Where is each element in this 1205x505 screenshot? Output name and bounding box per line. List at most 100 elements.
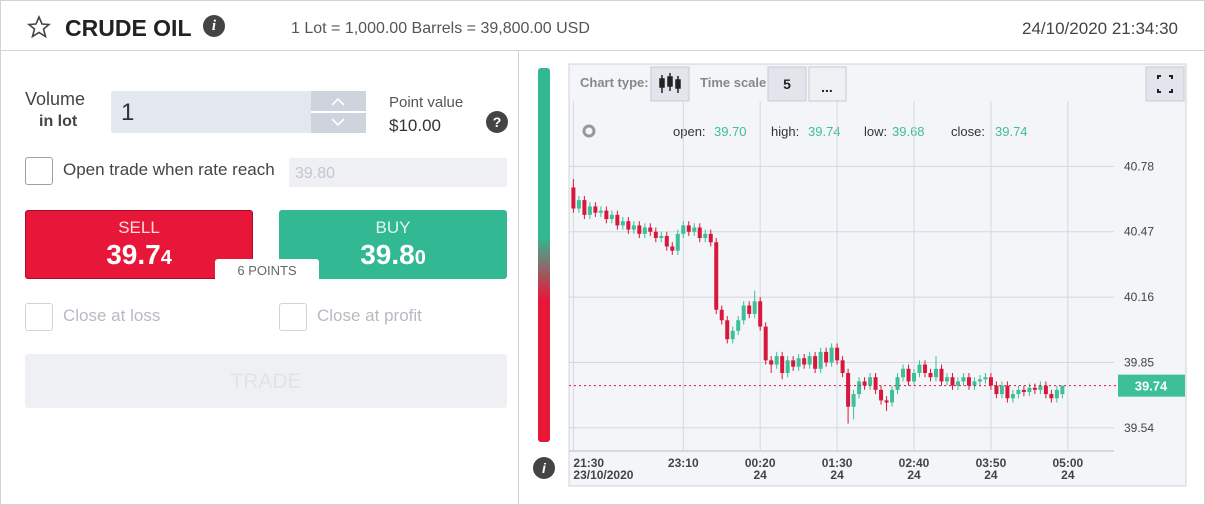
point-value: $10.00 bbox=[389, 116, 441, 135]
candle-body bbox=[857, 381, 862, 395]
volume-value: 1 bbox=[121, 99, 135, 126]
header bbox=[1, 1, 1204, 51]
candle-body bbox=[681, 225, 686, 234]
divider bbox=[518, 51, 519, 504]
rate-input bbox=[289, 158, 507, 187]
candle-body bbox=[994, 385, 999, 395]
candle-body bbox=[988, 377, 993, 386]
candle-body bbox=[868, 377, 873, 386]
ohlc-value: 39.70 bbox=[714, 124, 747, 139]
ohlc-name: high: bbox=[771, 124, 799, 139]
candle-body bbox=[758, 301, 763, 327]
fullscreen-icon bbox=[1157, 75, 1173, 93]
candle-body bbox=[642, 227, 647, 234]
candle-body bbox=[648, 227, 653, 232]
candle-body bbox=[1027, 387, 1032, 392]
time-scale-button[interactable] bbox=[767, 66, 807, 102]
buy-price-main: 39.8 bbox=[360, 239, 415, 270]
x-tick-label: 05:00 bbox=[1052, 456, 1083, 470]
candle-body bbox=[1054, 389, 1059, 399]
buy-label: BUY bbox=[375, 218, 411, 237]
sell-price-main: 39.7 bbox=[106, 239, 161, 270]
time-scale-label: Time scale bbox=[700, 75, 766, 90]
volume-spinner[interactable] bbox=[311, 91, 366, 133]
candle-body bbox=[582, 200, 587, 215]
candle-body bbox=[933, 368, 938, 378]
candle-body bbox=[571, 187, 576, 209]
x-tick-sublabel: 24 bbox=[830, 468, 844, 482]
chart-info-text: i bbox=[542, 460, 547, 476]
candle-body bbox=[977, 379, 982, 382]
ohlc-name: low: bbox=[864, 124, 887, 139]
fullscreen-button[interactable] bbox=[1145, 66, 1185, 102]
volume-input[interactable] bbox=[111, 91, 311, 133]
candle-body bbox=[769, 360, 774, 365]
y-tick-label: 39.54 bbox=[1124, 421, 1154, 435]
candle-body bbox=[1005, 385, 1010, 399]
star-icon[interactable] bbox=[27, 15, 51, 39]
candle-body bbox=[1032, 387, 1037, 390]
close-loss-checkbox[interactable] bbox=[25, 303, 53, 331]
ohlc-name: open: bbox=[673, 124, 706, 139]
candle-body bbox=[879, 389, 884, 401]
open-trade-checkbox[interactable] bbox=[25, 157, 53, 185]
ohlc-value: 39.68 bbox=[892, 124, 925, 139]
candle-body bbox=[675, 233, 680, 251]
candle-body bbox=[719, 309, 724, 321]
candle-body bbox=[972, 381, 977, 386]
candle-body bbox=[637, 225, 642, 234]
candle-body bbox=[966, 377, 971, 386]
trade-button[interactable] bbox=[25, 354, 507, 408]
candle-body bbox=[587, 206, 592, 215]
candle-body bbox=[692, 227, 697, 232]
candle-body bbox=[659, 235, 664, 239]
candle-body bbox=[895, 377, 900, 390]
candle-body bbox=[774, 356, 779, 365]
sentiment-bar bbox=[538, 68, 550, 442]
candle-body bbox=[752, 301, 757, 314]
x-tick-label: 23:10 bbox=[668, 456, 699, 470]
candle-body bbox=[939, 368, 944, 382]
more-button[interactable] bbox=[808, 66, 847, 102]
time-scale-value: 5 bbox=[783, 76, 791, 92]
sell-price: 39.74 bbox=[25, 239, 253, 271]
x-tick-sublabel: 24 bbox=[754, 468, 768, 482]
candle-body bbox=[840, 360, 845, 373]
chart-panel: i Chart type: Time scale 5 ... open: 39.7… bbox=[533, 63, 1187, 487]
chart-info-icon[interactable] bbox=[533, 457, 555, 479]
close-profit-checkbox[interactable] bbox=[279, 303, 307, 331]
candle-body bbox=[906, 368, 911, 382]
candle-body bbox=[884, 400, 889, 403]
candle-body bbox=[1060, 385, 1065, 395]
candle-icon bbox=[659, 73, 681, 93]
candle-body bbox=[890, 389, 895, 403]
instrument-title: CRUDE OIL bbox=[65, 15, 192, 41]
chart-type-label: Chart type: bbox=[580, 75, 649, 90]
info-icon[interactable]: i bbox=[203, 15, 225, 37]
volume-unit: in lot bbox=[39, 113, 78, 130]
candle-body bbox=[697, 227, 702, 239]
candle-body bbox=[1049, 394, 1054, 399]
candle-body bbox=[983, 377, 988, 380]
x-tick-sublabel: 24 bbox=[984, 468, 998, 482]
chart-frame bbox=[568, 63, 1187, 487]
candle-body bbox=[593, 206, 598, 213]
candle-body bbox=[620, 221, 625, 226]
candle-body bbox=[944, 377, 949, 382]
current-price-tag bbox=[1118, 374, 1185, 397]
candle-body bbox=[708, 233, 713, 243]
buy-price: 39.80 bbox=[279, 239, 507, 271]
candle-body bbox=[862, 381, 867, 386]
candle-body bbox=[923, 364, 928, 373]
candle-body bbox=[780, 356, 785, 373]
close-profit-label: Close at profit bbox=[317, 306, 422, 325]
candle-body bbox=[802, 358, 807, 365]
settings-icon[interactable] bbox=[582, 124, 596, 138]
candle-body bbox=[1016, 389, 1021, 395]
help-icon[interactable]: ? bbox=[486, 111, 508, 133]
open-trade-label: Open trade when rate reach bbox=[63, 160, 275, 179]
candle-body bbox=[813, 356, 818, 369]
y-tick-label: 40.47 bbox=[1124, 225, 1154, 239]
more-label: ... bbox=[821, 79, 833, 95]
candle-body bbox=[736, 320, 741, 331]
